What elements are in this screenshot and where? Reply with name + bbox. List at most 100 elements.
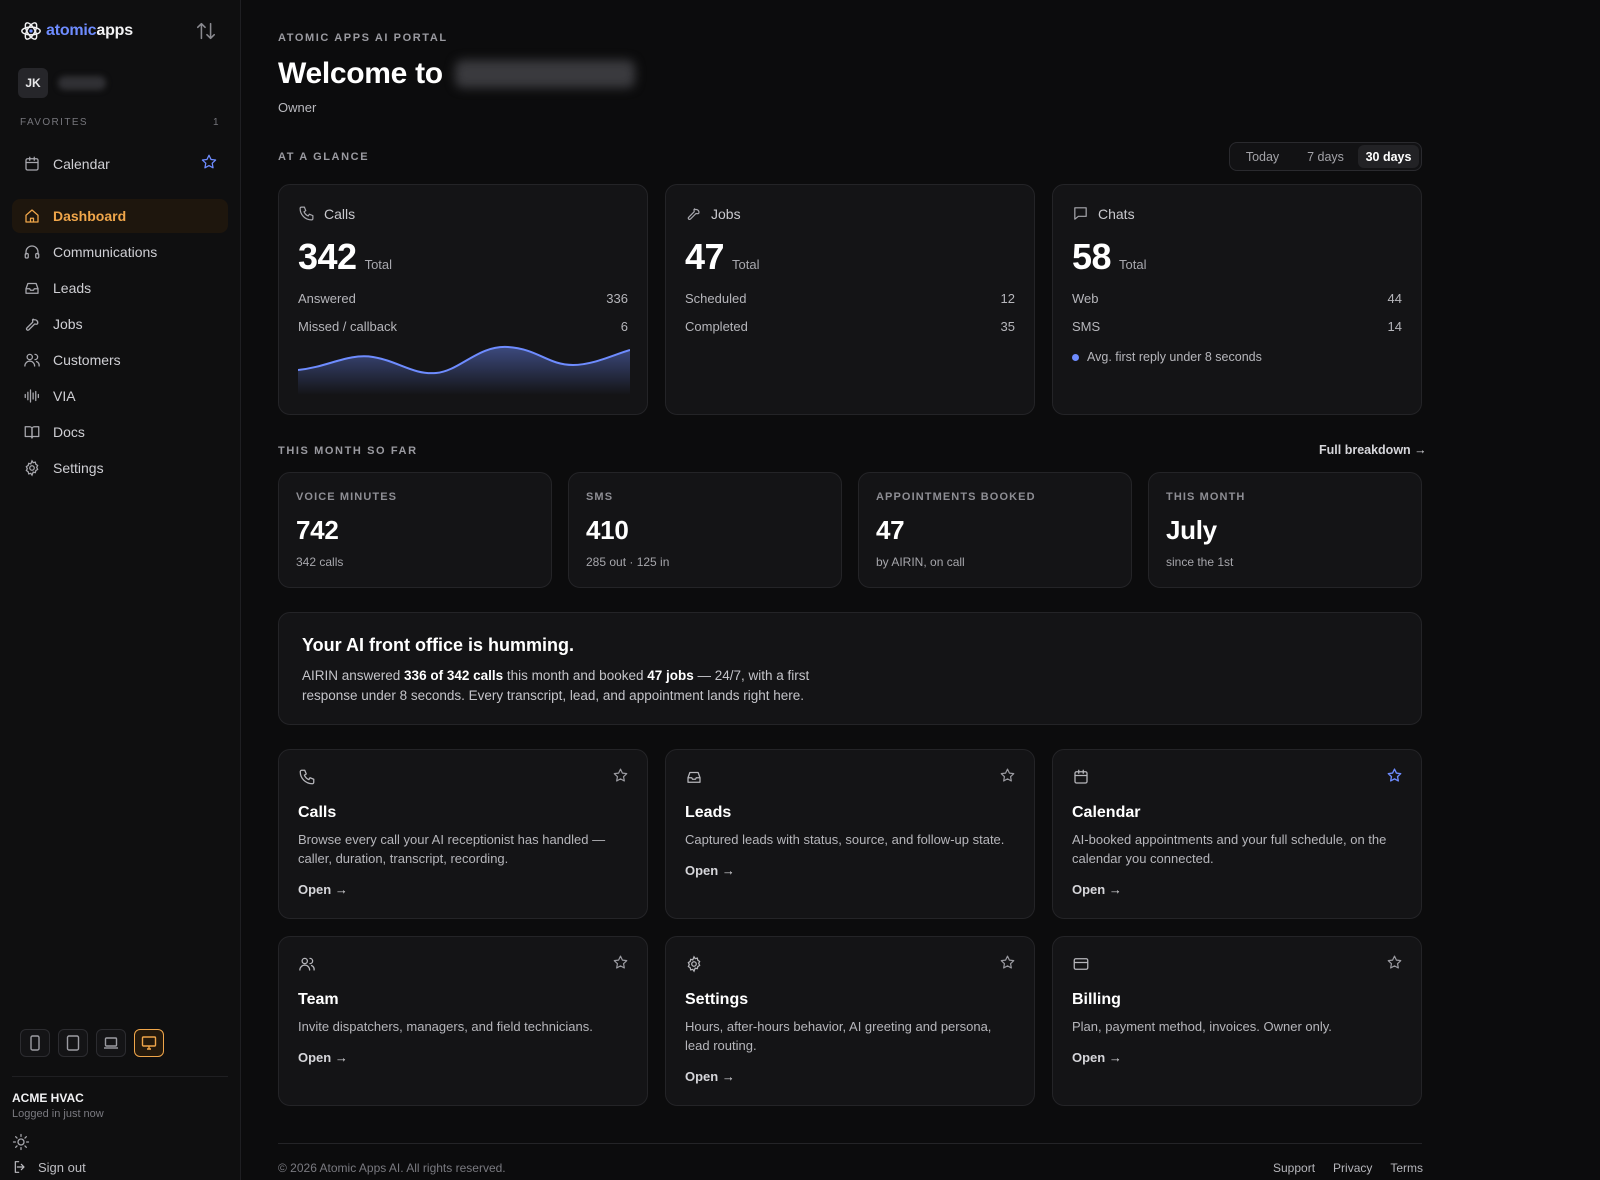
stat-card-header: Chats xyxy=(1072,205,1402,222)
favorite-item-calendar[interactable]: Calendar xyxy=(12,147,228,181)
stat-total-value: 58 xyxy=(1072,236,1112,277)
stat-row-value: 35 xyxy=(1000,319,1015,334)
metric-sub: by AIRIN, on call xyxy=(876,555,965,569)
sidebar-item-dashboard[interactable]: Dashboard xyxy=(12,199,228,233)
open-link[interactable]: Open → xyxy=(685,1069,735,1084)
feature-card-team[interactable]: Team Invite dispatchers, managers, and f… xyxy=(278,936,648,1106)
feature-card-calendar[interactable]: Calendar AI-booked appointments and your… xyxy=(1052,749,1422,919)
range-7-days[interactable]: 7 days xyxy=(1307,149,1344,164)
stat-total: 58 Total xyxy=(1072,236,1402,278)
portal-eyebrow: ATOMIC APPS AI PORTAL xyxy=(278,32,448,44)
account-name-redacted xyxy=(58,76,106,90)
sign-out-button[interactable]: Sign out xyxy=(12,1159,86,1175)
stat-row: Answered 336 xyxy=(298,291,628,306)
answered-calls-highlight: 336 of 342 calls xyxy=(404,668,504,683)
feature-title: Calls xyxy=(298,804,337,821)
full-breakdown-link[interactable]: Full breakdown → xyxy=(1319,443,1427,457)
welcome-text: Welcome to xyxy=(278,57,443,90)
stat-row: Web 44 xyxy=(1072,291,1402,306)
star-icon[interactable] xyxy=(999,954,1016,971)
stat-total: 342 Total xyxy=(298,236,628,278)
star-icon[interactable] xyxy=(999,767,1016,784)
terms-link[interactable]: Terms xyxy=(1390,1161,1424,1175)
device-tablet-button[interactable] xyxy=(58,1029,88,1057)
star-icon[interactable] xyxy=(612,767,629,784)
sidebar-item-communications[interactable]: Communications xyxy=(12,235,228,269)
feature-card-calls[interactable]: Calls Browse every call your AI receptio… xyxy=(278,749,648,919)
stat-total: 47 Total xyxy=(685,236,1015,278)
inbox-icon xyxy=(23,279,41,297)
open-link[interactable]: Open → xyxy=(298,882,348,897)
open-link[interactable]: Open → xyxy=(685,863,735,878)
headphones-icon xyxy=(23,243,41,261)
stat-row: Completed 35 xyxy=(685,319,1015,334)
feature-description: Plan, payment method, invoices. Owner on… xyxy=(1072,1019,1332,1034)
sidebar-item-docs[interactable]: Docs xyxy=(12,415,228,449)
calendar-icon xyxy=(23,155,41,173)
stat-row-value: 14 xyxy=(1387,319,1402,334)
star-icon[interactable] xyxy=(1386,767,1403,784)
device-desktop-button[interactable] xyxy=(134,1029,164,1057)
metric-sub: 342 calls xyxy=(296,555,344,569)
metric-value: 410 xyxy=(586,515,629,545)
stat-row-label: Web xyxy=(1072,291,1099,306)
privacy-link[interactable]: Privacy xyxy=(1333,1161,1373,1175)
device-laptop-button[interactable] xyxy=(96,1029,126,1057)
sidebar-item-jobs[interactable]: Jobs xyxy=(12,307,228,341)
sun-icon[interactable] xyxy=(12,1133,30,1151)
desktop-icon xyxy=(141,1036,157,1050)
range-30-days[interactable]: 30 days xyxy=(1358,145,1419,168)
range-today[interactable]: Today xyxy=(1245,149,1280,164)
org-name: ACME HVAC xyxy=(12,1091,84,1105)
device-phone-button[interactable] xyxy=(20,1029,50,1057)
summary-banner: Your AI front office is humming. AIRIN a… xyxy=(278,612,1422,725)
sidebar-item-customers[interactable]: Customers xyxy=(12,343,228,377)
open-link[interactable]: Open → xyxy=(1072,1050,1122,1065)
phone-icon xyxy=(28,1035,42,1051)
sidebar-item-settings[interactable]: Settings xyxy=(12,451,228,485)
footer-divider xyxy=(278,1143,1422,1144)
stat-card-title: Jobs xyxy=(711,205,741,222)
sidebar-item-label: Settings xyxy=(53,460,104,476)
star-icon[interactable] xyxy=(1386,954,1403,971)
favorites-header: FAVORITES 1 xyxy=(20,117,220,128)
chats-stat-card: Chats 58 Total Web 44 SMS 14 Avg. first … xyxy=(1052,184,1422,415)
open-link[interactable]: Open → xyxy=(1072,882,1122,897)
metric-label: THIS MONTH xyxy=(1166,491,1246,503)
switch-arrows-icon[interactable] xyxy=(195,20,217,42)
calendar-icon xyxy=(1072,768,1402,786)
gear-icon xyxy=(23,459,41,477)
glance-section-label: AT A GLANCE xyxy=(278,151,370,163)
feature-card-leads[interactable]: Leads Captured leads with status, source… xyxy=(665,749,1035,919)
stat-row-value: 12 xyxy=(1000,291,1015,306)
feature-title: Calendar xyxy=(1072,804,1141,821)
favorites-count: 1 xyxy=(213,117,220,128)
users-icon xyxy=(23,351,41,369)
stat-row-label: Answered xyxy=(298,291,356,306)
feature-card-billing[interactable]: Billing Plan, payment method, invoices. … xyxy=(1052,936,1422,1106)
jobs-stat-card: Jobs 47 Total Scheduled 12 Completed 35 xyxy=(665,184,1035,415)
open-link[interactable]: Open → xyxy=(298,1050,348,1065)
feature-title: Team xyxy=(298,991,339,1008)
brand-logo[interactable]: atomicapps xyxy=(20,20,133,42)
sidebar-item-label: Dashboard xyxy=(53,208,127,224)
home-icon xyxy=(23,207,41,225)
appointments-booked-card: APPOINTMENTS BOOKED 47 by AIRIN, on call xyxy=(858,472,1132,588)
metric-value: 742 xyxy=(296,515,339,545)
waveform-icon xyxy=(23,387,41,405)
this-month-card: THIS MONTH July since the 1st xyxy=(1148,472,1422,588)
star-icon[interactable] xyxy=(200,153,218,171)
chat-icon xyxy=(1072,205,1089,222)
sidebar-item-via[interactable]: VIA xyxy=(12,379,228,413)
stat-row-label: Missed / callback xyxy=(298,319,397,334)
feature-card-settings[interactable]: Settings Hours, after-hours behavior, AI… xyxy=(665,936,1035,1106)
stat-row: Missed / callback 6 xyxy=(298,319,628,334)
stat-row: SMS 14 xyxy=(1072,319,1402,334)
account-switcher[interactable]: JK xyxy=(18,68,106,98)
star-icon[interactable] xyxy=(612,954,629,971)
summary-title: Your AI front office is humming. xyxy=(302,635,574,655)
support-link[interactable]: Support xyxy=(1273,1161,1316,1175)
sms-card: SMS 410 285 out · 125 in xyxy=(568,472,842,588)
sidebar-item-leads[interactable]: Leads xyxy=(12,271,228,305)
stat-total-unit: Total xyxy=(732,257,760,272)
